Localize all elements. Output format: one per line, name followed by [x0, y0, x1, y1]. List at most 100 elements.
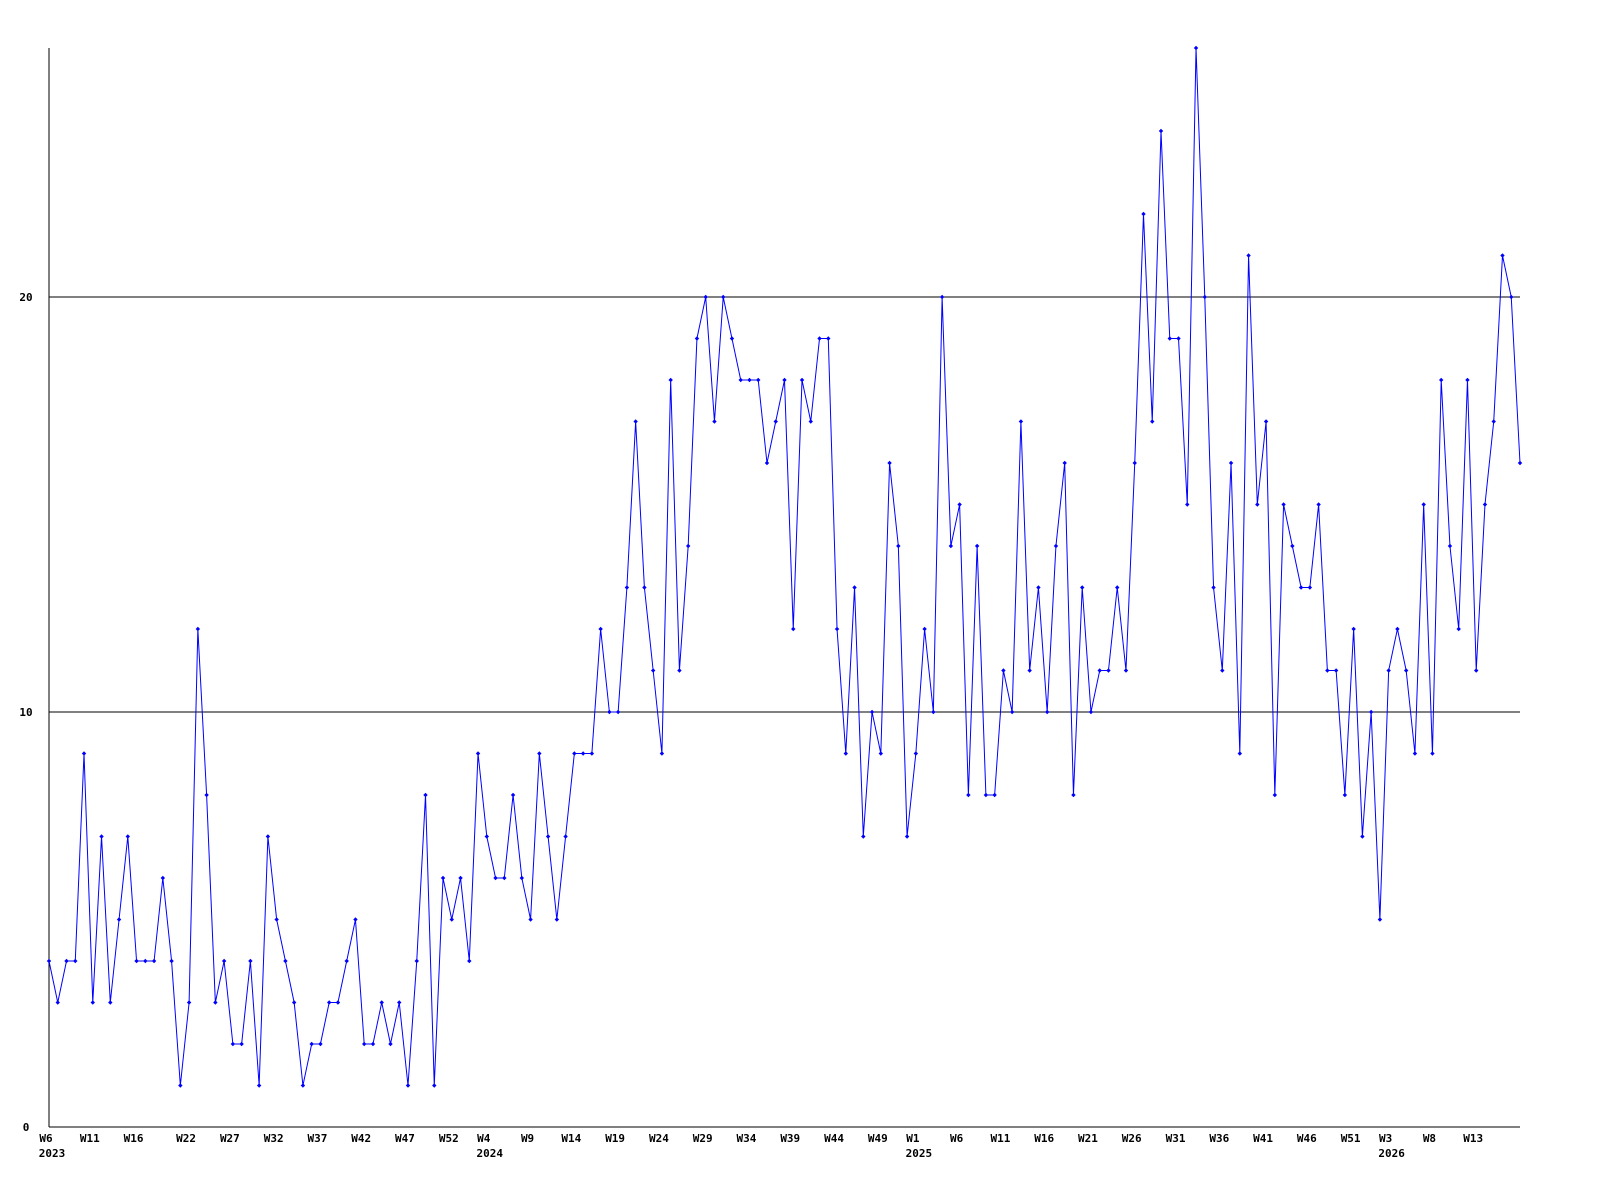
data-point [353, 917, 358, 922]
data-point [1009, 709, 1015, 715]
data-point [1220, 668, 1225, 673]
data-point [1316, 502, 1321, 507]
x-tick-label: W6 [39, 1132, 53, 1145]
x-tick-label: W36 [1209, 1132, 1229, 1145]
data-point [1430, 751, 1435, 756]
data-point [650, 668, 656, 673]
x-tick-label: W14 [561, 1132, 581, 1145]
data-point [1368, 709, 1374, 715]
data-point [747, 377, 752, 383]
data-point [475, 751, 481, 756]
data-point [1412, 751, 1418, 756]
data-point [449, 917, 454, 922]
data-point [826, 336, 831, 341]
data-point [887, 460, 892, 466]
data-point [1325, 668, 1330, 673]
data-point [721, 294, 726, 300]
data-point [878, 751, 884, 756]
data-point [510, 792, 516, 798]
x-tick-label: W37 [307, 1132, 327, 1145]
data-point [1071, 792, 1076, 798]
data-point [729, 336, 735, 341]
data-point [615, 709, 621, 715]
data-point [817, 336, 822, 341]
y-tick-label: 10 [19, 706, 32, 719]
data-point [791, 626, 796, 632]
data-point [467, 958, 472, 964]
data-point [326, 1000, 332, 1005]
data-point [493, 875, 498, 881]
data-point [861, 834, 866, 839]
data-point [694, 336, 700, 341]
data-point [502, 875, 507, 881]
data-point [1491, 419, 1496, 424]
data-point [300, 1083, 306, 1088]
data-point [1167, 336, 1172, 341]
data-point [1176, 336, 1181, 341]
data-point [64, 958, 69, 964]
data-point [554, 917, 560, 922]
x-year-label: 2025 [906, 1147, 933, 1160]
data-point [1263, 419, 1269, 424]
data-point [116, 917, 122, 922]
x-tick-label: W44 [824, 1132, 844, 1145]
data-point [1307, 585, 1313, 590]
data-point [1482, 502, 1488, 507]
data-point [931, 709, 936, 715]
data-point [580, 751, 586, 756]
data-point [563, 834, 568, 839]
data-point [519, 875, 525, 881]
data-point [1517, 460, 1523, 466]
data-point [388, 1041, 393, 1047]
x-tick-label: W21 [1078, 1132, 1098, 1145]
x-tick-label: W51 [1341, 1132, 1361, 1145]
data-point [1298, 585, 1304, 590]
data-point [896, 543, 901, 549]
x-tick-label: W41 [1253, 1132, 1273, 1145]
data-point [1150, 419, 1155, 424]
data-point [432, 1083, 437, 1088]
data-point [1237, 751, 1243, 756]
data-point [1351, 626, 1356, 632]
data-point [1386, 668, 1391, 673]
x-tick-label: W11 [80, 1132, 100, 1145]
data-point [405, 1083, 411, 1088]
data-point [370, 1041, 376, 1047]
data-point [90, 1000, 95, 1005]
data-point [81, 751, 87, 756]
data-point [659, 751, 665, 756]
data-point [108, 1000, 113, 1005]
data-point [764, 460, 770, 466]
data-point [1438, 377, 1444, 383]
data-point [1465, 377, 1470, 383]
data-point [46, 958, 52, 964]
x-tick-label: W16 [1034, 1132, 1054, 1145]
data-point [1123, 668, 1129, 673]
data-point [362, 1041, 367, 1047]
data-point [1097, 668, 1102, 673]
data-point [1272, 792, 1278, 798]
data-point [318, 1041, 323, 1047]
data-point [440, 875, 446, 881]
data-point [283, 958, 288, 964]
data-point [1027, 668, 1032, 673]
x-tick-label: W34 [737, 1132, 757, 1145]
data-point [186, 1000, 192, 1005]
x-tick-label: W27 [220, 1132, 240, 1145]
data-point [1158, 128, 1164, 134]
data-point [1333, 668, 1339, 673]
data-point [1193, 45, 1199, 51]
x-year-label: 2026 [1378, 1147, 1405, 1160]
data-point [1036, 585, 1041, 590]
x-tick-label: W24 [649, 1132, 669, 1145]
data-point [1053, 543, 1059, 549]
data-point [1246, 253, 1251, 258]
data-point [966, 792, 971, 798]
data-point [1106, 668, 1111, 673]
data-point [624, 585, 630, 590]
data-point [221, 958, 227, 964]
data-point [957, 502, 962, 507]
data-point [799, 377, 805, 383]
x-tick-label: W49 [868, 1132, 888, 1145]
